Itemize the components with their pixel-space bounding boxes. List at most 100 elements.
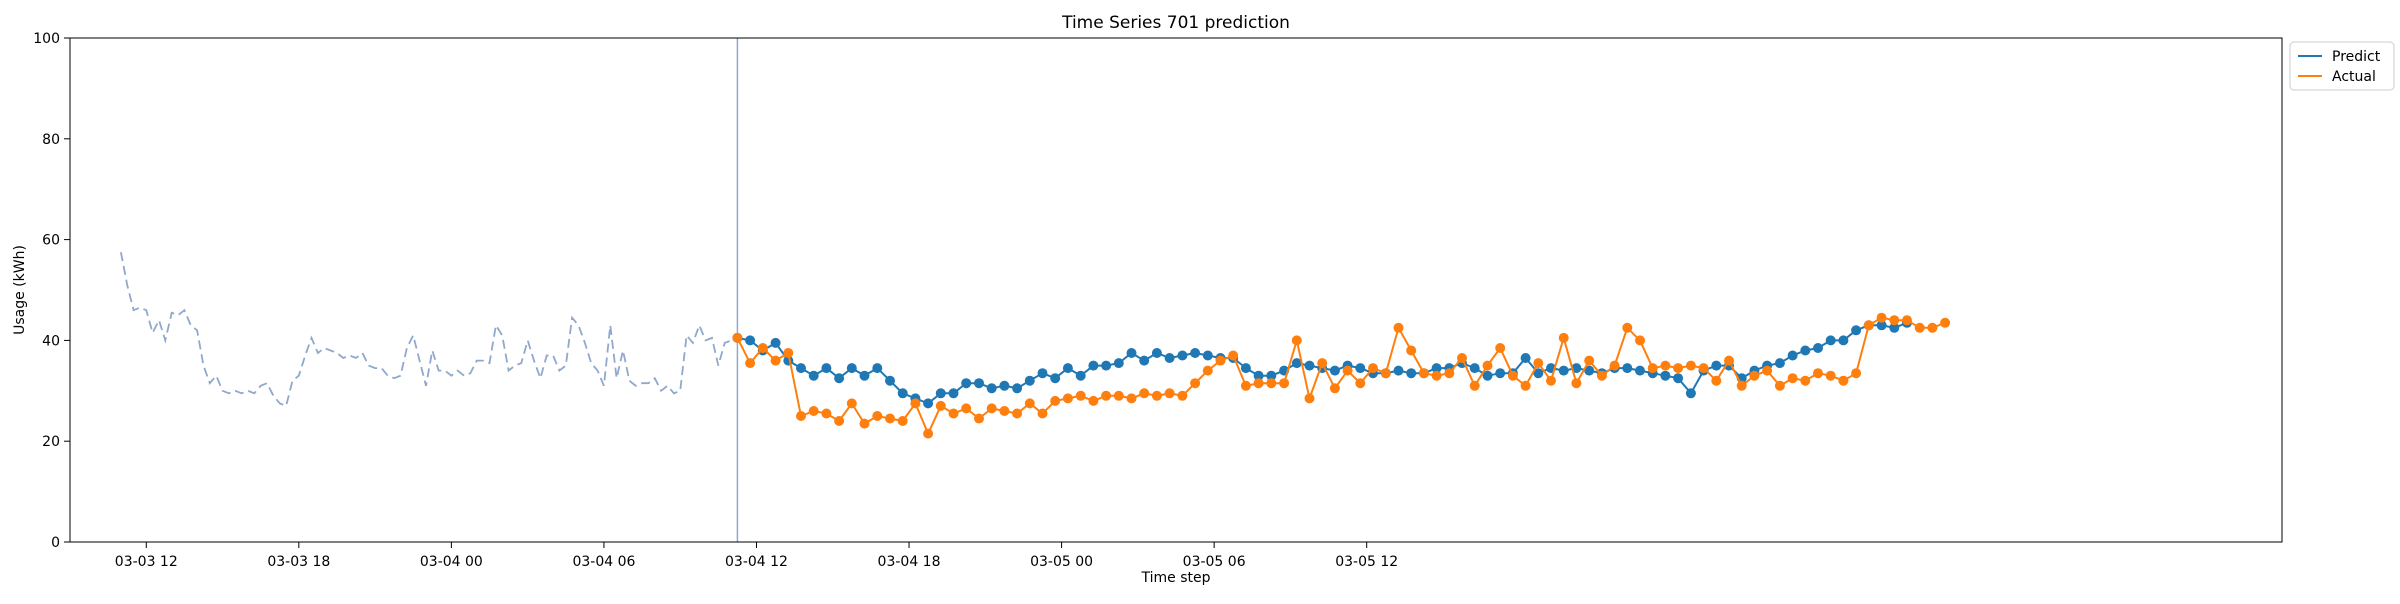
actual-data-point (1495, 343, 1506, 353)
actual-data-point (834, 416, 845, 426)
y-tick-label: 0 (51, 535, 60, 551)
predict-data-point (859, 370, 870, 381)
actual-data-point (1126, 393, 1137, 404)
y-tick-label: 20 (42, 434, 60, 450)
actual-data-point (745, 358, 756, 369)
actual-data-point (1838, 375, 1849, 386)
predict-data-point (1266, 370, 1277, 381)
actual-data-point (1113, 390, 1124, 401)
predict-data-point (1711, 360, 1722, 371)
actual-data-point (1558, 332, 1569, 343)
y-tick-label: 40 (42, 333, 60, 349)
actual-series-line (736, 316, 1946, 437)
predict-data-point (1558, 365, 1569, 376)
predict-data-point (872, 363, 883, 374)
actual-data-point (1177, 390, 1188, 401)
plot-area (69, 37, 2283, 543)
actual-data-point (1736, 380, 1747, 391)
actual-data-point (1609, 360, 1620, 371)
predict-data-point (897, 388, 908, 399)
actual-data-point (1685, 360, 1696, 371)
actual-data-point (1406, 345, 1417, 356)
y-tick-label: 100 (33, 31, 60, 47)
actual-data-point (935, 400, 946, 411)
actual-data-point (1151, 390, 1162, 401)
actual-data-point (1711, 375, 1722, 386)
actual-data-point (897, 416, 908, 426)
actual-data-point (783, 348, 794, 358)
actual-data-point (986, 403, 997, 414)
predict-data-point (1889, 322, 1900, 333)
predict-data-point (1393, 365, 1404, 376)
actual-data-point (1139, 388, 1150, 399)
actual-data-point (859, 418, 870, 429)
actual-data-point (1266, 378, 1277, 389)
actual-data-point (1622, 322, 1633, 333)
actual-data-point (885, 413, 895, 424)
history-series-line (120, 252, 732, 408)
predict-data-point (1202, 350, 1213, 361)
predict-data-point (1431, 363, 1442, 374)
predict-data-point (999, 380, 1010, 391)
actual-data-point (1088, 395, 1099, 406)
actual-data-point (1813, 368, 1823, 379)
predict-data-point (935, 388, 946, 399)
actual-data-point (808, 406, 819, 416)
predict-data-point (1800, 345, 1811, 356)
x-tick-label: 03-05 06 (1183, 554, 1246, 570)
predict-data-point (1177, 350, 1188, 361)
actual-data-point (1584, 355, 1595, 366)
actual-data-point (923, 428, 934, 439)
actual-data-point (1050, 395, 1061, 406)
actual-data-point (1215, 355, 1226, 366)
actual-data-point (1825, 370, 1836, 381)
predict-data-point (1469, 363, 1480, 374)
predict-data-point (796, 363, 806, 374)
actual-data-point (1253, 378, 1264, 389)
predict-data-point (808, 370, 819, 381)
predict-data-point (1037, 368, 1048, 379)
actual-data-point (1279, 378, 1290, 389)
x-tick-label: 03-04 18 (878, 554, 941, 570)
predict-data-point (834, 373, 845, 384)
actual-data-point (1507, 370, 1518, 381)
actual-data-point (1012, 408, 1023, 419)
actual-data-point (1571, 378, 1582, 389)
legend-label-actual: Actual (2332, 69, 2376, 85)
predict-data-point (948, 388, 959, 399)
predict-data-point (1062, 363, 1073, 374)
predict-data-point (821, 363, 832, 374)
actual-data-point (1635, 335, 1645, 346)
actual-data-point (1228, 350, 1239, 361)
plot-frame (69, 37, 2283, 543)
predict-data-point (1101, 360, 1112, 371)
predict-data-point (1113, 358, 1124, 369)
predict-data-point (1482, 370, 1493, 381)
actual-data-point (1075, 390, 1086, 401)
predict-data-point (923, 398, 934, 409)
actual-data-point (1520, 380, 1531, 391)
actual-data-point (1660, 360, 1671, 371)
predict-data-point (1787, 350, 1798, 361)
x-tick-label: 03-04 12 (725, 554, 788, 570)
predict-data-point (1050, 373, 1061, 384)
predict-data-point (974, 378, 984, 389)
y-tick-label: 60 (42, 233, 60, 249)
predict-data-point (1240, 363, 1251, 374)
actual-data-point (1482, 360, 1493, 371)
actual-data-point (1355, 378, 1366, 389)
y-tick-label: 80 (42, 132, 60, 148)
predict-data-point (1495, 368, 1506, 379)
predict-data-point (986, 383, 997, 394)
predict-data-point (1355, 363, 1366, 374)
predict-data-point (1012, 383, 1023, 394)
actual-data-point (770, 355, 781, 366)
actual-data-point (1304, 393, 1315, 404)
actual-data-point (961, 403, 972, 414)
y-axis: 0 20 40 60 80 100 (33, 31, 70, 551)
actual-data-point (1062, 393, 1073, 404)
predict-data-point (1635, 365, 1645, 376)
actual-data-point (1037, 408, 1048, 419)
actual-data-point (846, 398, 857, 409)
